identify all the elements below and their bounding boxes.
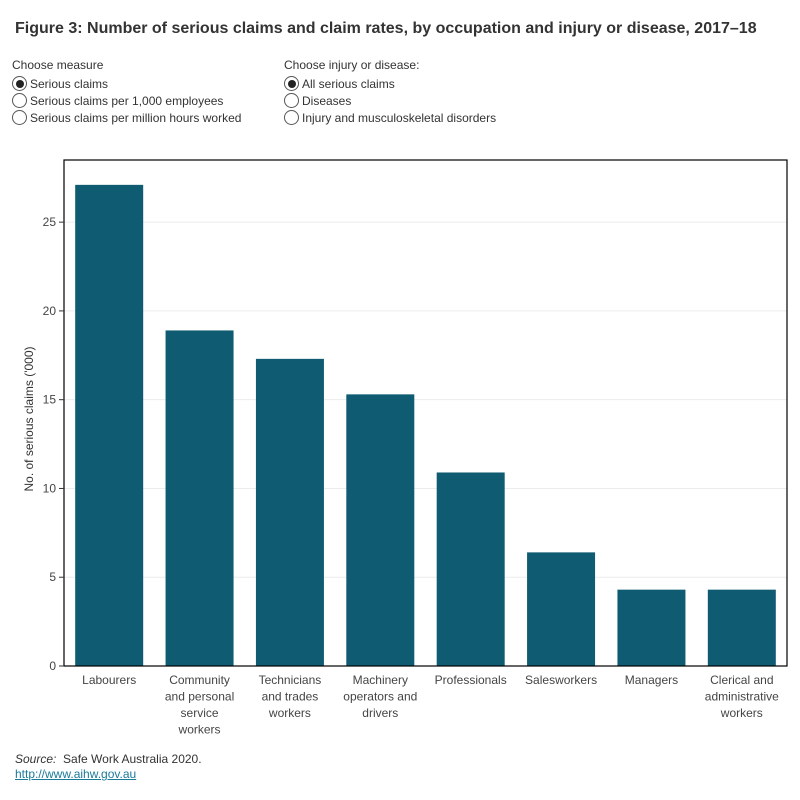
bar-0[interactable]	[75, 184, 144, 666]
x-tick-label-line: Salesworkers	[525, 673, 597, 687]
plot-frame	[63, 159, 788, 667]
y-axis-ticks: 0 5 10 15 20 25	[43, 215, 64, 673]
y-tick-label: 0	[49, 659, 56, 673]
injury-filter-label: Choose injury or disease:	[284, 58, 420, 72]
x-tick-label-line: service	[181, 706, 219, 720]
source-link[interactable]: http://www.aihw.gov.au	[15, 767, 137, 781]
injury-option-all[interactable]: All serious claims	[284, 75, 496, 92]
radio-button[interactable]	[12, 76, 27, 91]
bar-6[interactable]	[617, 589, 686, 666]
x-tick-label-line: drivers	[362, 706, 398, 720]
source-text: Safe Work Australia 2020.	[63, 752, 202, 766]
figure-title: Figure 3: Number of serious claims and c…	[15, 20, 757, 37]
radio-button[interactable]	[12, 93, 27, 108]
y-tick-label: 20	[43, 304, 57, 318]
bar-2[interactable]	[255, 358, 324, 666]
radio-button[interactable]	[284, 76, 299, 91]
y-tick-label: 15	[43, 393, 57, 407]
x-tick-label-line: Managers	[625, 673, 678, 687]
x-tick-label: Machinery operators and drivers	[343, 673, 417, 720]
bar-1[interactable]	[165, 330, 234, 666]
injury-option-injury-msd[interactable]: Injury and musculoskeletal disorders	[284, 109, 496, 126]
source-note: Source: Safe Work Australia 2020. http:/…	[15, 752, 202, 782]
y-axis-label: No. of serious claims ('000)	[22, 346, 36, 491]
y-tick-label: 5	[49, 570, 56, 584]
x-tick-label-line: and trades	[262, 690, 319, 704]
x-axis-labels: Labourers Community and personal service wor…	[82, 673, 779, 737]
measure-filter-label: Choose measure	[12, 58, 104, 72]
radio-label: Serious claims	[30, 76, 109, 91]
radio-label: Diseases	[302, 93, 352, 108]
radio-label: Injury and musculoskeletal disorders	[302, 110, 497, 125]
x-tick-label-line: Labourers	[82, 673, 136, 687]
x-tick-label-line: workers	[268, 706, 311, 720]
radio-button[interactable]	[284, 93, 299, 108]
injury-option-diseases[interactable]: Diseases	[284, 92, 496, 109]
x-tick-label-line: Professionals	[435, 673, 507, 687]
x-tick-label: Labourers	[82, 673, 136, 687]
radio-label: Serious claims per 1,000 employees	[30, 93, 224, 108]
x-tick-label: Professionals	[435, 673, 507, 687]
source-label: Source:	[15, 752, 57, 766]
x-tick-label-line: Community	[169, 673, 230, 687]
bar-5[interactable]	[527, 552, 596, 666]
y-tick-label: 10	[43, 481, 57, 495]
radio-label: Serious claims per million hours worked	[30, 110, 242, 125]
injury-filter: Choose injury or disease: All serious cl…	[284, 58, 496, 126]
x-tick-label-line: Clerical and	[710, 673, 773, 687]
bar-7[interactable]	[707, 589, 776, 666]
x-tick-label-line: administrative	[705, 690, 779, 704]
radio-button[interactable]	[12, 110, 27, 125]
radio-label: All serious claims	[302, 76, 395, 91]
x-tick-label-line: workers	[720, 706, 763, 720]
x-tick-label: Technicians and trades workers	[259, 673, 322, 720]
y-tick-label: 25	[43, 215, 57, 229]
x-tick-label-line: Technicians	[259, 673, 322, 687]
bar-4[interactable]	[436, 472, 505, 666]
x-tick-label-line: and personal	[165, 690, 234, 704]
radio-button[interactable]	[284, 110, 299, 125]
x-tick-label: Community and personal service workers	[165, 673, 234, 737]
x-tick-label: Managers	[625, 673, 678, 687]
x-tick-label-line: Machinery	[353, 673, 408, 687]
bars	[75, 184, 776, 666]
x-tick-label-line: operators and	[343, 690, 417, 704]
x-tick-label: Clerical and administrative workers	[705, 673, 779, 720]
bar-3[interactable]	[346, 394, 415, 666]
measure-option-per-1000-employees[interactable]: Serious claims per 1,000 employees	[12, 92, 241, 109]
x-tick-label-line: workers	[178, 723, 221, 737]
measure-option-per-million-hours[interactable]: Serious claims per million hours worked	[12, 109, 241, 126]
x-tick-label: Salesworkers	[525, 673, 597, 687]
measure-filter: Choose measure Serious claims Serious cl…	[12, 58, 241, 126]
measure-option-serious-claims[interactable]: Serious claims	[12, 75, 241, 92]
